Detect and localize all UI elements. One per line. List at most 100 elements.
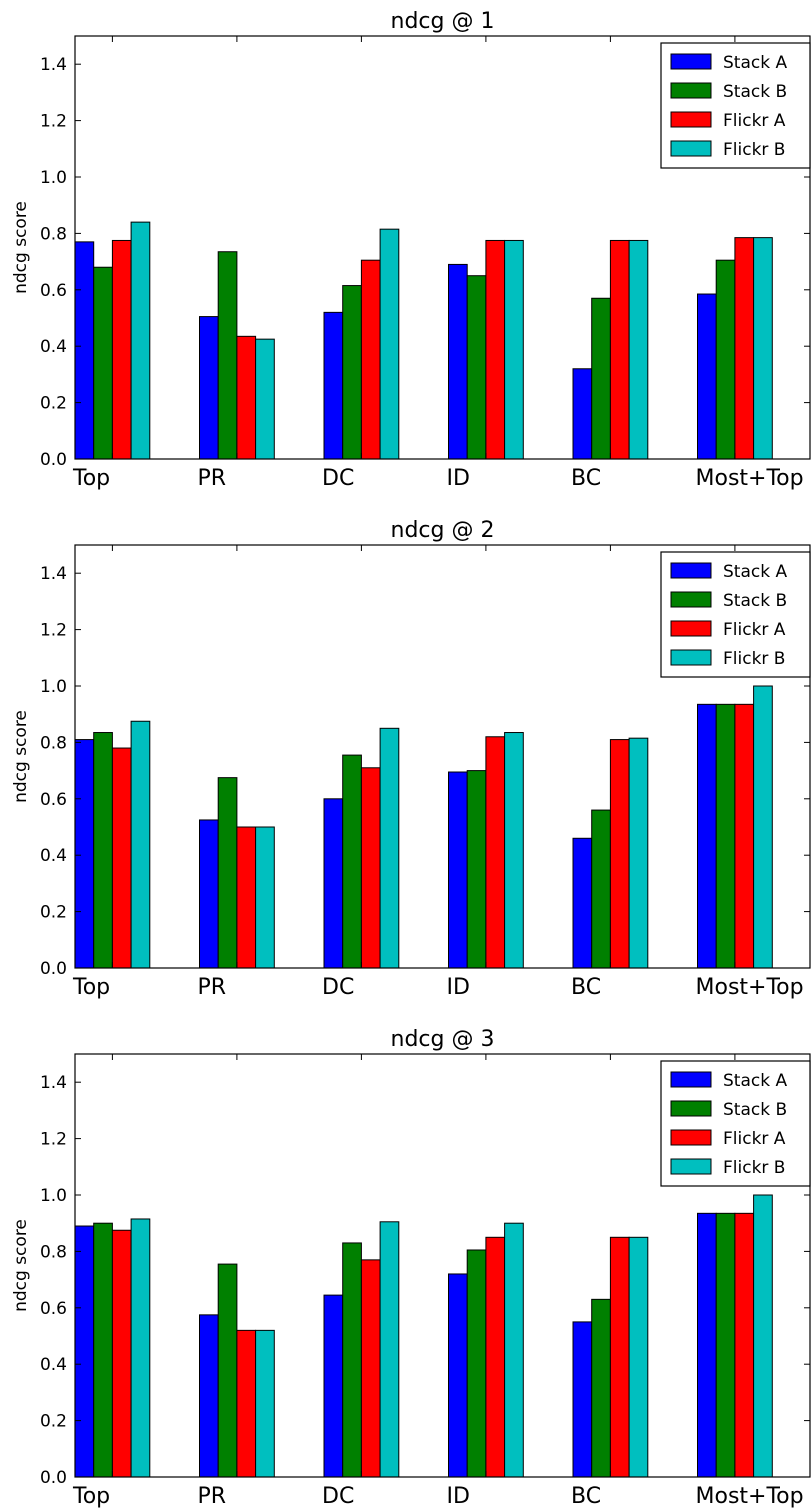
bar-flickr-b-most-top — [753, 1194, 773, 1478]
bar-flickr-b-top — [130, 720, 151, 969]
chart-title: ndcg @ 3 — [391, 1027, 495, 1052]
bar-flickr-a-most-top — [734, 1212, 755, 1478]
y-tick-label: 0.4 — [40, 1355, 67, 1375]
bar-flickr-b-top — [130, 221, 151, 460]
bar-stack-b-most-top — [715, 703, 736, 969]
bar-stack-b-id — [466, 275, 487, 460]
y-tick-label: 1.0 — [40, 168, 67, 188]
legend-label: Flickr A — [723, 111, 786, 131]
x-tick-label: ID — [447, 466, 470, 491]
bar-flickr-a-dc — [360, 259, 381, 460]
y-tick-label: 0.0 — [40, 959, 67, 979]
legend-swatch-stack-a — [670, 1071, 712, 1088]
x-tick-label: Top — [72, 466, 110, 491]
bar-flickr-a-bc — [609, 239, 630, 460]
bar-stack-b-bc — [591, 297, 611, 460]
bar-flickr-b-bc — [628, 1236, 649, 1478]
x-tick-label: PR — [198, 1484, 227, 1508]
bar-flickr-a-top — [111, 747, 132, 969]
y-tick-label: 0.6 — [40, 281, 67, 301]
y-tick-label: 1.4 — [40, 564, 67, 584]
bar-stack-a-most-top — [697, 1212, 717, 1478]
bar-stack-b-pr — [217, 251, 238, 460]
bar-flickr-b-pr — [255, 338, 275, 460]
bar-stack-a-top — [74, 241, 95, 460]
legend-swatch-stack-b — [670, 82, 712, 99]
y-tick-label: 0.8 — [40, 1242, 67, 1262]
legend-swatch-flickr-a — [670, 620, 712, 637]
bar-flickr-a-bc — [609, 739, 630, 969]
bar-stack-b-most-top — [715, 259, 736, 460]
bar-stack-b-bc — [591, 1298, 611, 1478]
chart-panel-1: ndcg @ 1 0.0 0.2 0.4 0.6 0.8 1.0 1.2 1.4 Top PR DC I… — [11, 9, 811, 491]
y-tick-label: 0.2 — [40, 903, 67, 923]
y-tick-label: 1.4 — [40, 55, 67, 75]
y-tick-label: 0.6 — [40, 1299, 67, 1319]
y-axis-label: ndcg score — [11, 1219, 31, 1312]
bar-flickr-a-pr — [236, 335, 257, 460]
bar-stack-a-top — [74, 739, 95, 969]
bar-stack-a-id — [448, 263, 468, 460]
bar-flickr-b-pr — [255, 1329, 275, 1478]
plot-frame — [74, 35, 811, 460]
legend-label: Stack A — [723, 1071, 787, 1091]
chart-title: ndcg @ 1 — [391, 9, 495, 34]
bar-flickr-a-top — [111, 239, 132, 460]
x-tick-label: Most+Top — [696, 1484, 804, 1508]
bar-stack-b-dc — [342, 285, 362, 460]
x-tick-label: PR — [198, 975, 227, 1000]
bar-flickr-a-most-top — [734, 703, 755, 969]
plot-frame — [74, 544, 811, 969]
x-tick-label: Top — [72, 1484, 110, 1508]
x-tick-label: ID — [447, 1484, 470, 1508]
bar-stack-a-pr — [199, 1314, 219, 1478]
bar-stack-a-bc — [572, 368, 593, 460]
bar-stack-b-pr — [217, 777, 238, 969]
y-tick-label: 1.0 — [40, 677, 67, 697]
bar-flickr-a-id — [485, 1236, 506, 1478]
legend-swatch-stack-a — [670, 562, 712, 579]
bar-flickr-a-pr — [236, 1329, 257, 1478]
y-tick-label: 1.4 — [40, 1073, 67, 1093]
legend-label: Flickr B — [723, 1158, 785, 1178]
bar-stack-b-top — [93, 732, 113, 969]
bar-flickr-b-id — [504, 732, 524, 969]
legend-swatch-flickr-b — [670, 1158, 712, 1175]
bar-flickr-b-bc — [628, 737, 649, 969]
y-axis-label: ndcg score — [11, 201, 31, 294]
plot-frame — [74, 1053, 811, 1478]
chart-title: ndcg @ 2 — [391, 518, 495, 543]
bar-flickr-a-most-top — [734, 237, 755, 460]
legend-label: Stack B — [723, 82, 787, 102]
y-tick-label: 0.2 — [40, 1412, 67, 1432]
bar-stack-b-dc — [342, 754, 362, 969]
x-tick-label: Most+Top — [696, 466, 804, 491]
legend-swatch-stack-a — [670, 53, 712, 70]
chart-panel-2: ndcg @ 2 0.0 0.2 0.4 0.6 0.8 1.0 1.2 1.4 Top PR DC I… — [11, 518, 811, 1000]
legend-swatch-stack-b — [670, 1100, 712, 1117]
y-tick-label: 0.4 — [40, 846, 67, 866]
bar-flickr-a-dc — [360, 767, 381, 969]
y-tick-label: 0.0 — [40, 450, 67, 470]
legend-label: Stack B — [723, 591, 787, 611]
y-tick-label: 0.0 — [40, 1468, 67, 1488]
y-tick-label: 0.2 — [40, 394, 67, 414]
bar-stack-a-most-top — [697, 293, 717, 460]
bar-stack-a-pr — [199, 316, 219, 460]
y-tick-label: 1.2 — [40, 1130, 67, 1150]
bar-stack-a-dc — [323, 1294, 344, 1478]
bar-flickr-b-most-top — [753, 685, 773, 969]
y-axis-label: ndcg score — [11, 710, 31, 803]
bar-flickr-a-id — [485, 736, 506, 969]
bar-stack-a-top — [74, 1225, 95, 1478]
bar-stack-a-pr — [199, 819, 219, 969]
legend-label: Flickr A — [723, 1129, 786, 1149]
bar-flickr-b-pr — [255, 826, 275, 969]
x-tick-label: BC — [571, 466, 601, 491]
bar-stack-b-bc — [591, 809, 611, 969]
bar-flickr-b-id — [504, 1222, 524, 1478]
bar-flickr-a-pr — [236, 826, 257, 969]
legend-label: Stack B — [723, 1100, 787, 1120]
bar-stack-b-pr — [217, 1263, 238, 1478]
